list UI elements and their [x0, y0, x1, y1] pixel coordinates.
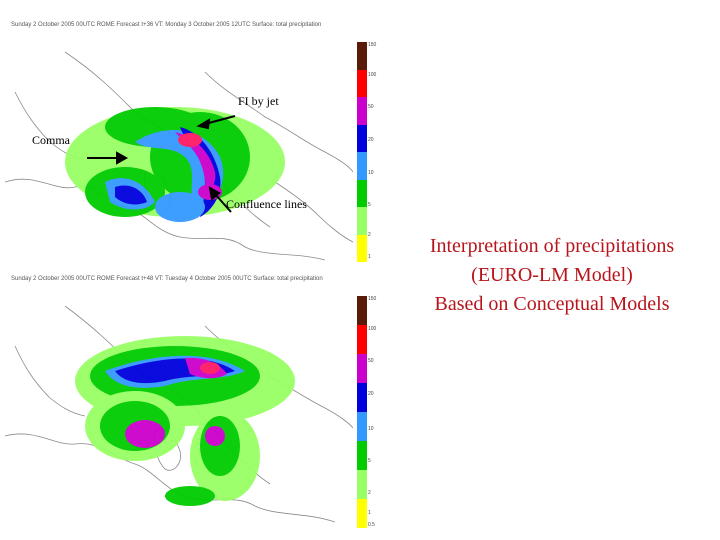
scale-tick: 2	[368, 490, 371, 496]
precipitation-scale-bar	[357, 42, 367, 262]
title-line: Based on Conceptual Models	[434, 293, 670, 315]
scale-tick: 20	[368, 137, 374, 143]
scale-tick: 2	[368, 232, 371, 238]
scale-tick: 100	[368, 72, 377, 78]
precipitation-map-top: Sunday 2 October 2005 00UTC ROME Forecas…	[5, 18, 377, 268]
annotation-confluence-lines: Confluence lines	[226, 197, 307, 211]
scale-tick: 20	[368, 391, 374, 397]
annotation-fi-by-jet: FI by jet	[238, 94, 279, 108]
scale-tick: 1	[368, 510, 371, 516]
map-image	[5, 32, 353, 268]
scale-tick: 100	[368, 326, 377, 332]
scale-tick: 0.5	[368, 522, 375, 528]
title-line: (EURO-LM Model)	[471, 264, 633, 286]
scale-tick: 150	[368, 42, 377, 48]
title-line: Interpretation of precipitations	[429, 235, 675, 257]
scale-tick: 50	[368, 104, 374, 110]
annotation-comma: Comma	[32, 133, 70, 147]
scale-tick: 5	[368, 458, 371, 464]
scale-tick: 10	[368, 170, 374, 176]
scale-tick: 150	[368, 296, 377, 302]
scale-tick: 5	[368, 202, 371, 208]
scale-tick: 50	[368, 358, 374, 364]
map-image	[5, 286, 353, 534]
scale-tick: 10	[368, 426, 374, 432]
map-header: Sunday 2 October 2005 00UTC ROME Forecas…	[11, 276, 323, 282]
precipitation-scale-bar	[357, 296, 367, 528]
precipitation-map-bottom: Sunday 2 October 2005 00UTC ROME Forecas…	[5, 272, 377, 534]
scale-tick: 1	[368, 254, 371, 260]
map-header: Sunday 2 October 2005 00UTC ROME Forecas…	[11, 22, 322, 28]
slide-title: Interpretation of precipitations (EURO-L…	[386, 232, 718, 319]
